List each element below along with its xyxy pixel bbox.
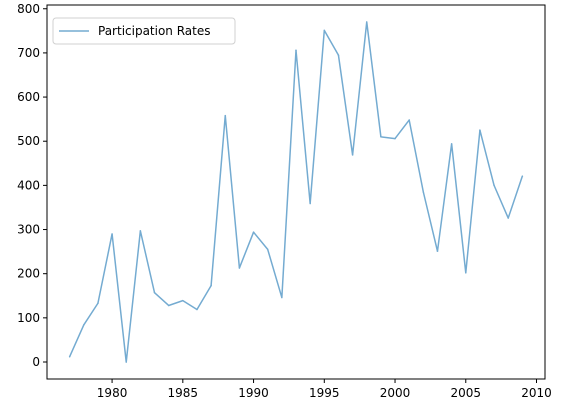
y-tick-label: 200 bbox=[17, 267, 40, 281]
data-point bbox=[351, 154, 354, 156]
data-point bbox=[238, 267, 241, 269]
data-point bbox=[450, 143, 453, 145]
y-tick-label: 0 bbox=[32, 355, 40, 369]
x-tick-label: 1985 bbox=[168, 386, 199, 400]
data-point bbox=[408, 119, 410, 121]
y-tick-label: 400 bbox=[17, 178, 40, 192]
data-point bbox=[337, 54, 340, 56]
y-tick-label: 600 bbox=[17, 90, 40, 104]
legend: Participation Rates bbox=[52, 17, 236, 45]
data-point bbox=[111, 233, 113, 235]
data-point bbox=[196, 308, 198, 311]
data-point bbox=[139, 230, 142, 232]
data-point bbox=[167, 304, 170, 307]
data-point bbox=[125, 361, 127, 363]
data-point bbox=[380, 136, 382, 138]
data-point bbox=[436, 250, 439, 252]
data-point bbox=[153, 291, 156, 294]
legend-box bbox=[52, 17, 236, 45]
y-tick-label: 700 bbox=[17, 46, 40, 60]
data-point bbox=[252, 231, 255, 233]
x-tick-label: 2010 bbox=[521, 386, 552, 400]
data-point bbox=[97, 302, 99, 305]
data-point bbox=[295, 49, 297, 52]
legend-label: Participation Rates bbox=[98, 24, 211, 38]
data-point bbox=[323, 29, 326, 32]
x-tick-label: 2005 bbox=[450, 386, 481, 400]
data-point bbox=[507, 217, 509, 219]
data-point bbox=[83, 324, 85, 326]
y-tick-label: 300 bbox=[17, 223, 40, 237]
plot-frame bbox=[46, 4, 546, 380]
data-point bbox=[394, 137, 396, 140]
data-point bbox=[521, 175, 524, 177]
data-point bbox=[309, 202, 311, 205]
data-point bbox=[479, 129, 481, 131]
plot-background bbox=[47, 5, 545, 379]
x-tick-label: 1990 bbox=[238, 386, 269, 400]
series-layer bbox=[68, 21, 524, 363]
data-point bbox=[365, 21, 368, 23]
y-tick-label: 100 bbox=[17, 311, 40, 325]
data-point bbox=[224, 114, 227, 117]
data-point bbox=[493, 184, 495, 187]
data-point bbox=[281, 296, 283, 299]
data-point bbox=[68, 355, 71, 358]
y-tick-label: 500 bbox=[17, 134, 40, 148]
data-point bbox=[465, 272, 467, 274]
data-point bbox=[210, 284, 212, 287]
data-point bbox=[422, 191, 425, 193]
x-tick-label: 1980 bbox=[97, 386, 128, 400]
x-tick-label: 2000 bbox=[380, 386, 411, 400]
y-tick-label: 800 bbox=[17, 2, 40, 16]
axis-ticks: 1980 1985 1990 1995 2000 2005 2010 0 100 200 300 40… bbox=[17, 2, 552, 400]
data-point bbox=[266, 248, 269, 251]
data-point bbox=[182, 299, 184, 302]
x-tick-label: 1995 bbox=[309, 386, 340, 400]
